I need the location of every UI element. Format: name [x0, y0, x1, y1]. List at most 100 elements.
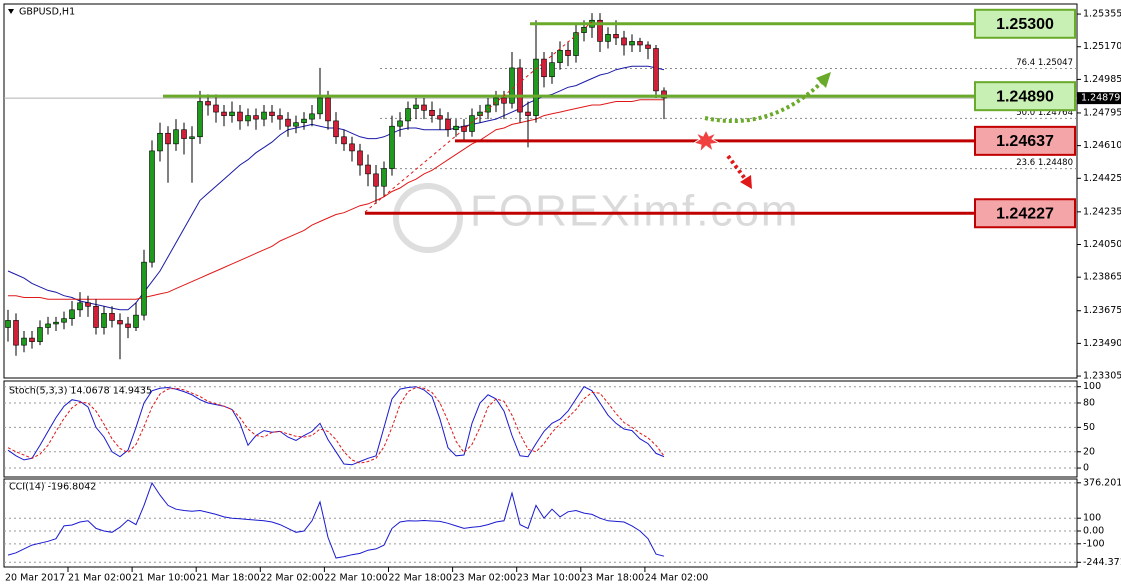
- candle-body: [373, 173, 379, 187]
- y-tick-label: 1.24425: [1083, 173, 1121, 184]
- candle-body: [261, 111, 267, 120]
- candle-body: [525, 111, 531, 116]
- candle-body: [317, 97, 323, 115]
- candle-body: [157, 132, 163, 152]
- candle-body: [93, 306, 99, 328]
- y-tick-label: 1.24610: [1083, 140, 1121, 151]
- up-arrow-head: [816, 72, 831, 88]
- level-box: [974, 81, 1076, 112]
- y-tick-label: 100: [1083, 513, 1101, 524]
- y-tick-label: 50: [1083, 422, 1095, 433]
- plot-layer: 1.25355 1.25170 1.24985 1.24795 1.24610 1.244…: [4, 9, 1121, 584]
- candle-body: [53, 321, 59, 325]
- y-tick-label: -244.3716: [1083, 557, 1121, 568]
- candle-body: [277, 115, 283, 120]
- breakout-star: [692, 128, 721, 154]
- candle-body: [29, 337, 35, 342]
- candle-body: [285, 118, 291, 127]
- candle-body: [293, 122, 299, 127]
- candle-body: [117, 320, 123, 325]
- candle-body: [197, 101, 203, 138]
- candle-body: [341, 136, 347, 145]
- level-box: [974, 125, 1076, 156]
- candle-body: [605, 34, 611, 42]
- y-tick-label: 20: [1083, 446, 1095, 457]
- level-label: 1.24227: [996, 205, 1054, 222]
- x-tick-label: 22 Mar 18:00: [389, 573, 452, 584]
- candle-body: [501, 97, 507, 104]
- x-tick-label: 21 Mar 10:00: [132, 573, 195, 584]
- candle-body: [205, 101, 211, 106]
- y-tick-label: 1.24050: [1083, 239, 1121, 250]
- candle-body: [349, 143, 355, 152]
- x-tick-label: 23 Mar 18:00: [581, 573, 644, 584]
- candle-body: [613, 34, 619, 39]
- candle-body: [269, 111, 275, 116]
- candle-body: [645, 44, 651, 49]
- y-tick-label: 1.23305: [1083, 371, 1121, 382]
- candle-body: [37, 327, 43, 342]
- candle-body: [533, 58, 539, 116]
- candle-body: [621, 37, 627, 46]
- y-tick-label: 1.24795: [1083, 107, 1121, 118]
- candle-body: [485, 104, 491, 113]
- level-box: [974, 8, 1076, 39]
- candle-body: [637, 41, 643, 46]
- candle-body: [509, 67, 515, 104]
- y-tick-label: 1.25170: [1083, 41, 1121, 52]
- level-label: 1.24637: [996, 133, 1054, 150]
- fib-diagonal: [364, 21, 593, 213]
- candle-body: [13, 320, 19, 346]
- candle-body: [549, 62, 555, 78]
- candle-body: [229, 111, 235, 116]
- x-tick-label: 22 Mar 02:00: [260, 573, 323, 584]
- candle-body: [237, 111, 243, 122]
- candle-body: [493, 97, 499, 106]
- candle-body: [213, 104, 219, 113]
- watermark-logo: [393, 183, 463, 253]
- stoch-panel: [3, 380, 1078, 478]
- cci-panel: [3, 478, 1078, 568]
- y-tick-label: 0: [1083, 463, 1089, 474]
- y-tick-label: 376.2018: [1083, 477, 1121, 488]
- candle-body: [149, 150, 155, 263]
- candle-body: [469, 115, 475, 132]
- candle-body: [309, 113, 315, 120]
- candle-body: [565, 49, 571, 56]
- candle-body: [653, 48, 659, 92]
- candle-body: [101, 313, 107, 328]
- x-tick-label: 23 Mar 10:00: [517, 573, 580, 584]
- candle-body: [221, 111, 227, 116]
- watermark: FOREXimf.com: [470, 187, 800, 236]
- candle-body: [253, 115, 259, 120]
- candle-body: [173, 129, 179, 145]
- candle-body: [445, 118, 451, 131]
- candle-body: [661, 90, 667, 99]
- fib-label: 23.6 1.24480: [1016, 158, 1073, 168]
- candle-body: [189, 136, 195, 139]
- candle-body: [45, 323, 51, 328]
- candle-body: [21, 337, 27, 346]
- candle-body: [573, 32, 579, 56]
- candle-body: [581, 27, 587, 33]
- x-tick-label: 21 Mar 02:00: [68, 573, 131, 584]
- price-tag: [1077, 92, 1121, 105]
- candle-body: [333, 120, 339, 138]
- level-box: [974, 198, 1076, 229]
- candle-body: [405, 108, 411, 122]
- stoch-title: Stoch(5,3,3) 14.0678 14.9435: [9, 386, 152, 397]
- y-tick-label: -100: [1083, 538, 1105, 549]
- candle-body: [453, 125, 459, 131]
- fib-label: 50.0 1.24764: [1016, 108, 1073, 118]
- down-arrow: [726, 154, 748, 182]
- cci-title: CCI(14) -196.8042: [9, 482, 96, 493]
- indicator-line: [7, 481, 665, 559]
- x-tick-label: 24 Mar 02:00: [645, 573, 708, 584]
- candle-body: [413, 104, 419, 109]
- candle-body: [557, 49, 563, 63]
- price-panel: [3, 3, 1078, 379]
- indicator-line: [7, 386, 665, 464]
